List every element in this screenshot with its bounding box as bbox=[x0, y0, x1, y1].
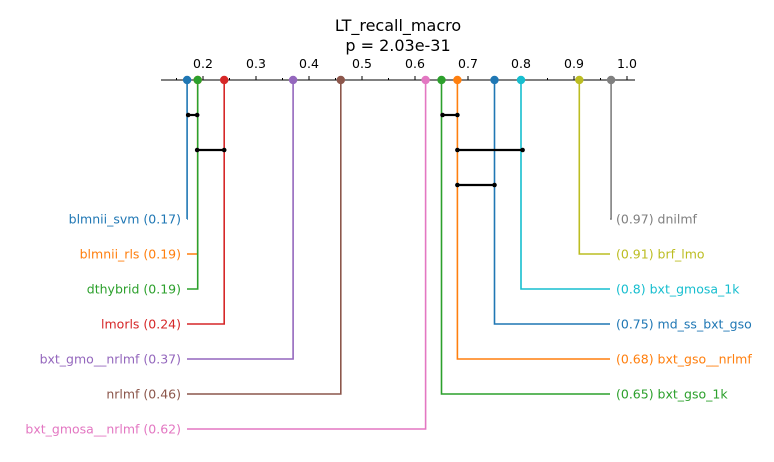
marker-bxt_gmosa_1k bbox=[516, 75, 526, 85]
tick-label: 0.6 bbox=[405, 56, 425, 71]
connector-nrlmf bbox=[187, 80, 342, 395]
method-labels: blmnii_svm (0.17) blmnii_rls (0.19) dthybr… bbox=[25, 212, 752, 437]
clique-end bbox=[520, 147, 525, 153]
clique-end bbox=[455, 112, 460, 118]
label-bxt_gso__nrlmf: (0.68) bxt_gso__nrlmf bbox=[616, 352, 752, 367]
marker-bxt_gso__nrlmf bbox=[453, 75, 462, 85]
label-blmnii_rls: blmnii_rls (0.19) bbox=[80, 247, 181, 262]
label-bxt_gmosa__nrlmf: bxt_gmosa__nrlmf (0.62) bbox=[25, 422, 181, 437]
score-axis: 0.2 0.3 0.4 0.5 0.6 0.7 0.8 0.9 1.0 bbox=[161, 56, 637, 81]
clique-end bbox=[185, 112, 191, 118]
chart-subtitle: p = 2.03e-31 bbox=[345, 36, 450, 55]
tick-label: 0.3 bbox=[246, 56, 266, 71]
marker-brf_lmo bbox=[575, 75, 584, 85]
clique-end bbox=[194, 147, 200, 153]
connector-bxt_gmo__nrlmf bbox=[187, 80, 294, 360]
clique-bars bbox=[185, 112, 525, 188]
label-dnilmf: (0.97) dnilmf bbox=[616, 212, 698, 227]
connector-bxt_gso_1k bbox=[440, 80, 610, 395]
connector-blmnii_rls bbox=[187, 80, 199, 255]
method-markers bbox=[182, 75, 616, 85]
connector-brf_lmo bbox=[578, 80, 610, 255]
label-bxt_gmosa_1k: (0.8) bxt_gmosa_1k bbox=[616, 282, 740, 297]
tick-label: 0.4 bbox=[299, 56, 319, 71]
chart-title: LT_recall_macro bbox=[335, 16, 461, 36]
connector-md_ss_bxt_gso bbox=[493, 80, 610, 325]
connector-bxt_gso__nrlmf bbox=[456, 80, 610, 360]
clique-end bbox=[221, 147, 227, 153]
clique-end bbox=[440, 112, 445, 118]
connector-lmorls bbox=[187, 80, 225, 325]
marker-dthybrid bbox=[193, 75, 202, 85]
label-md_ss_bxt_gso: (0.75) md_ss_bxt_gso bbox=[616, 317, 752, 332]
method-connectors bbox=[186, 80, 612, 430]
connector-dthybrid bbox=[187, 80, 199, 290]
label-blmnii_svm: blmnii_svm (0.17) bbox=[69, 212, 181, 227]
label-brf_lmo: (0.91) brf_lmo bbox=[616, 247, 705, 262]
tick-label: 0.5 bbox=[352, 56, 372, 71]
label-bxt_gso_1k: (0.65) bxt_gso_1k bbox=[616, 387, 728, 402]
tick-label: 0.8 bbox=[511, 56, 531, 71]
connector-bxt_gmosa_1k bbox=[520, 80, 610, 290]
clique-end bbox=[455, 147, 460, 153]
label-bxt_gmo__nrlmf: bxt_gmo__nrlmf (0.37) bbox=[40, 352, 181, 367]
tick-label: 1.0 bbox=[617, 56, 637, 71]
clique-end bbox=[492, 182, 497, 188]
tick-label: 0.7 bbox=[458, 56, 478, 71]
tick-label: 0.2 bbox=[193, 56, 213, 71]
marker-blmnii_svm bbox=[182, 75, 192, 85]
marker-lmorls bbox=[220, 75, 229, 85]
connector-bxt_gmosa__nrlmf bbox=[187, 80, 427, 430]
marker-nrlmf bbox=[336, 75, 345, 85]
marker-bxt_gmo__nrlmf bbox=[288, 75, 298, 85]
marker-md_ss_bxt_gso bbox=[490, 75, 499, 85]
clique-end bbox=[194, 112, 200, 118]
marker-bxt_gso_1k bbox=[437, 75, 446, 85]
label-lmorls: lmorls (0.24) bbox=[101, 317, 181, 332]
connector-dnilmf bbox=[610, 80, 612, 220]
marker-bxt_gmosa__nrlmf bbox=[421, 75, 430, 85]
marker-dnilmf bbox=[606, 75, 616, 85]
clique-end bbox=[455, 182, 460, 188]
label-dthybrid: dthybrid (0.19) bbox=[87, 282, 181, 297]
tick-label: 0.9 bbox=[564, 56, 584, 71]
label-nrlmf: nrlmf (0.46) bbox=[106, 387, 181, 402]
